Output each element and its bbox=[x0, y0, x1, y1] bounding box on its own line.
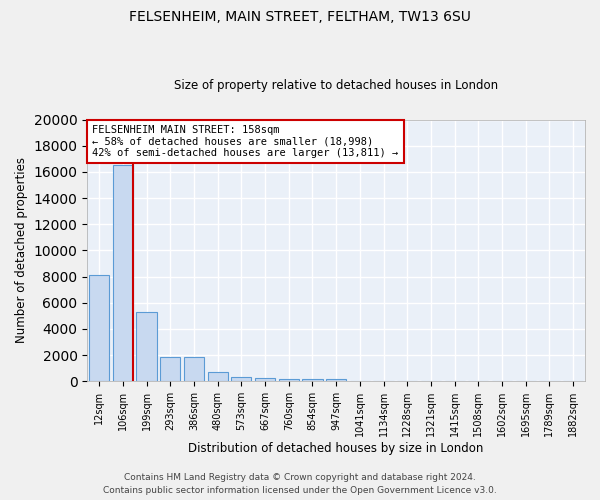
Y-axis label: Number of detached properties: Number of detached properties bbox=[15, 158, 28, 344]
Bar bbox=[302, 379, 323, 381]
Bar bbox=[421, 380, 441, 381]
X-axis label: Distribution of detached houses by size in London: Distribution of detached houses by size … bbox=[188, 442, 484, 455]
Text: Contains HM Land Registry data © Crown copyright and database right 2024.
Contai: Contains HM Land Registry data © Crown c… bbox=[103, 474, 497, 495]
Bar bbox=[208, 372, 228, 381]
Bar bbox=[350, 380, 370, 381]
Bar bbox=[136, 312, 157, 381]
Bar bbox=[278, 378, 299, 381]
Bar bbox=[397, 380, 418, 381]
Bar bbox=[89, 275, 109, 381]
Bar bbox=[326, 380, 346, 381]
Text: FELSENHEIM, MAIN STREET, FELTHAM, TW13 6SU: FELSENHEIM, MAIN STREET, FELTHAM, TW13 6… bbox=[129, 10, 471, 24]
Title: Size of property relative to detached houses in London: Size of property relative to detached ho… bbox=[174, 79, 498, 92]
Bar bbox=[255, 378, 275, 381]
Bar bbox=[184, 357, 204, 381]
Text: FELSENHEIM MAIN STREET: 158sqm
← 58% of detached houses are smaller (18,998)
42%: FELSENHEIM MAIN STREET: 158sqm ← 58% of … bbox=[92, 125, 398, 158]
Bar bbox=[231, 376, 251, 381]
Bar bbox=[113, 166, 133, 381]
Bar bbox=[160, 357, 181, 381]
Bar bbox=[373, 380, 394, 381]
